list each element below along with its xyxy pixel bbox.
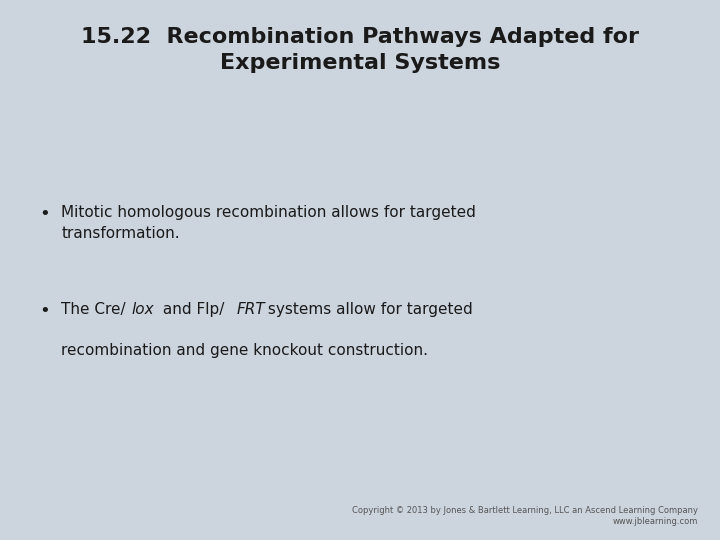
Text: systems allow for targeted: systems allow for targeted xyxy=(264,302,473,318)
Text: Mitotic homologous recombination allows for targeted
transformation.: Mitotic homologous recombination allows … xyxy=(61,205,476,241)
Text: and Flp/: and Flp/ xyxy=(158,302,224,318)
Text: recombination and gene knockout construction.: recombination and gene knockout construc… xyxy=(61,343,428,358)
Text: Copyright © 2013 by Jones & Bartlett Learning, LLC an Ascend Learning Company
ww: Copyright © 2013 by Jones & Bartlett Lea… xyxy=(352,505,698,526)
Text: •: • xyxy=(40,302,50,320)
Text: •: • xyxy=(40,205,50,223)
Text: lox: lox xyxy=(132,302,154,318)
Text: 15.22  Recombination Pathways Adapted for
Experimental Systems: 15.22 Recombination Pathways Adapted for… xyxy=(81,27,639,72)
Text: FRT: FRT xyxy=(237,302,266,318)
Text: The Cre/: The Cre/ xyxy=(61,302,126,318)
